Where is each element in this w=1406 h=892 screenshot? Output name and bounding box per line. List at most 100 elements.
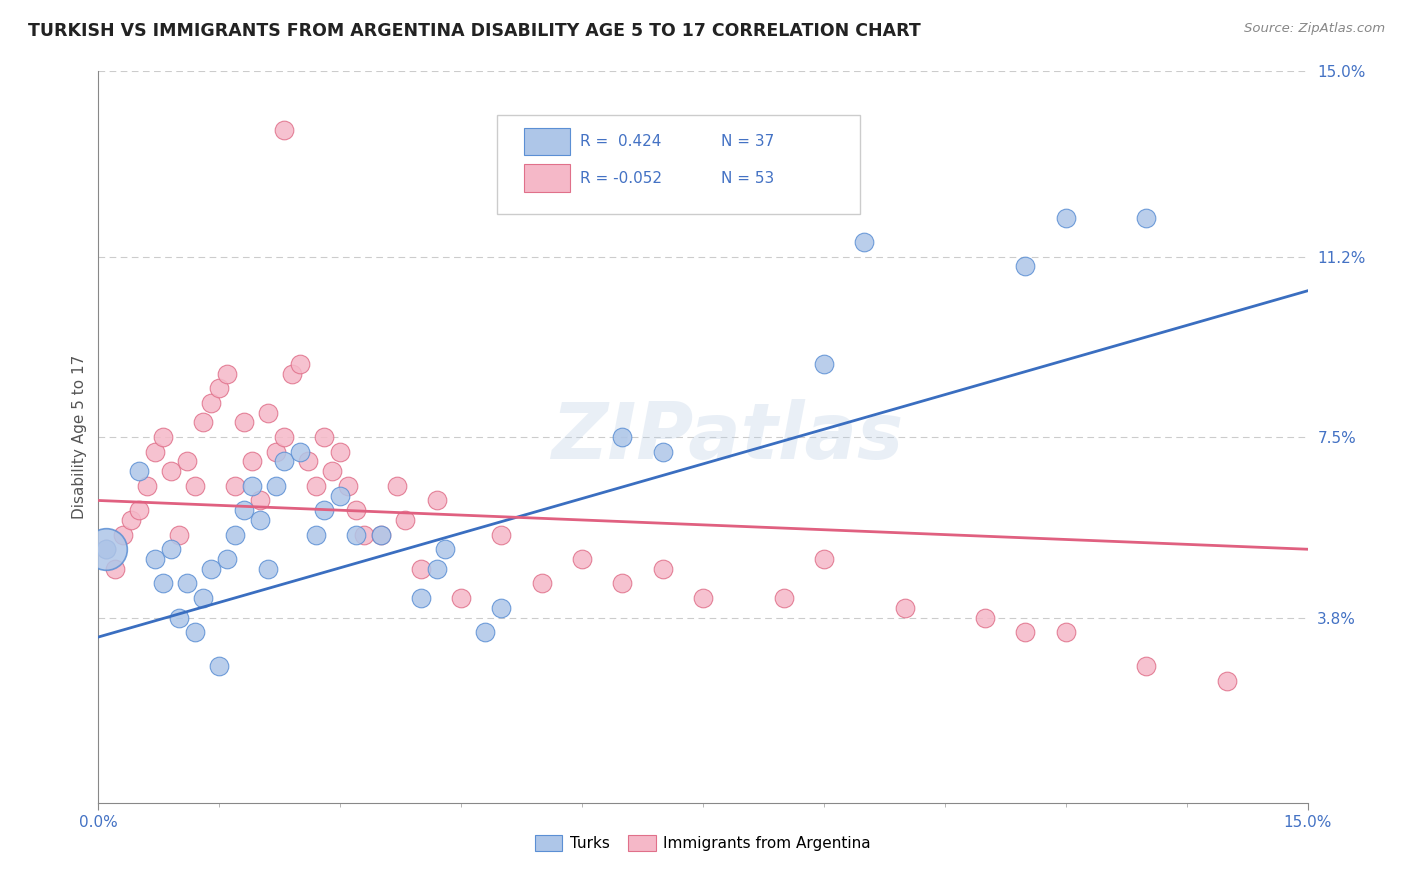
Point [370,527,392,541]
Point [217,367,239,381]
Point [160,542,183,557]
Point [1014,625,1036,640]
Point [249,493,271,508]
Point [288,357,311,371]
Point [160,464,183,478]
Point [128,464,150,478]
Point [176,576,198,591]
Point [409,562,432,576]
Point [337,479,360,493]
Point [612,430,634,444]
Point [273,123,295,137]
FancyBboxPatch shape [498,115,860,214]
Point [434,542,457,557]
Point [224,527,246,541]
Point [167,527,190,541]
Point [120,513,142,527]
Text: ZIPatlas: ZIPatlas [551,399,903,475]
Point [249,513,271,527]
Point [135,479,157,493]
FancyBboxPatch shape [524,164,569,192]
Point [1216,673,1239,688]
Point [370,527,392,541]
FancyBboxPatch shape [524,128,569,155]
Point [974,610,997,624]
Point [96,542,118,557]
Y-axis label: Disability Age 5 to 17: Disability Age 5 to 17 [72,355,87,519]
Point [1054,211,1077,225]
Point [893,600,915,615]
Point [571,552,593,566]
Point [103,562,125,576]
Point [288,444,311,458]
Point [152,430,174,444]
Point [772,591,794,605]
Text: R = -0.052: R = -0.052 [579,170,662,186]
Point [329,444,352,458]
Point [612,576,634,591]
Point [208,381,231,395]
Point [232,503,254,517]
Point [240,454,263,468]
Point [208,659,231,673]
Point [1014,260,1036,274]
Point [474,625,496,640]
Point [813,357,835,371]
Point [344,527,367,541]
Point [273,430,295,444]
Point [143,552,166,566]
Point [1135,659,1157,673]
Point [450,591,472,605]
Point [152,576,174,591]
Point [128,503,150,517]
Point [426,493,449,508]
Point [232,416,254,430]
Point [491,600,513,615]
Point [200,562,222,576]
Point [193,591,215,605]
Point [305,479,328,493]
Point [321,464,343,478]
Point [96,542,118,557]
Point [281,367,304,381]
Point [264,479,287,493]
Text: R =  0.424: R = 0.424 [579,134,661,149]
Point [344,503,367,517]
Legend: Turks, Immigrants from Argentina: Turks, Immigrants from Argentina [529,830,877,857]
Text: N = 37: N = 37 [721,134,775,149]
Point [193,416,215,430]
Point [297,454,319,468]
Point [111,527,134,541]
Point [96,542,118,557]
Point [1054,625,1077,640]
Point [264,444,287,458]
Point [184,625,207,640]
Point [651,562,673,576]
Point [692,591,714,605]
Text: N = 53: N = 53 [721,170,775,186]
Point [813,552,835,566]
Point [426,562,449,576]
Point [240,479,263,493]
Point [314,430,336,444]
Point [491,527,513,541]
Point [200,396,222,410]
Point [314,503,336,517]
Point [273,454,295,468]
Point [353,527,375,541]
Point [305,527,328,541]
Point [651,444,673,458]
Point [143,444,166,458]
Text: Source: ZipAtlas.com: Source: ZipAtlas.com [1244,22,1385,36]
Text: TURKISH VS IMMIGRANTS FROM ARGENTINA DISABILITY AGE 5 TO 17 CORRELATION CHART: TURKISH VS IMMIGRANTS FROM ARGENTINA DIS… [28,22,921,40]
Point [167,610,190,624]
Point [256,562,278,576]
Point [409,591,432,605]
Point [224,479,246,493]
Point [394,513,416,527]
Point [184,479,207,493]
Point [530,576,553,591]
Point [385,479,408,493]
Point [217,552,239,566]
Point [176,454,198,468]
